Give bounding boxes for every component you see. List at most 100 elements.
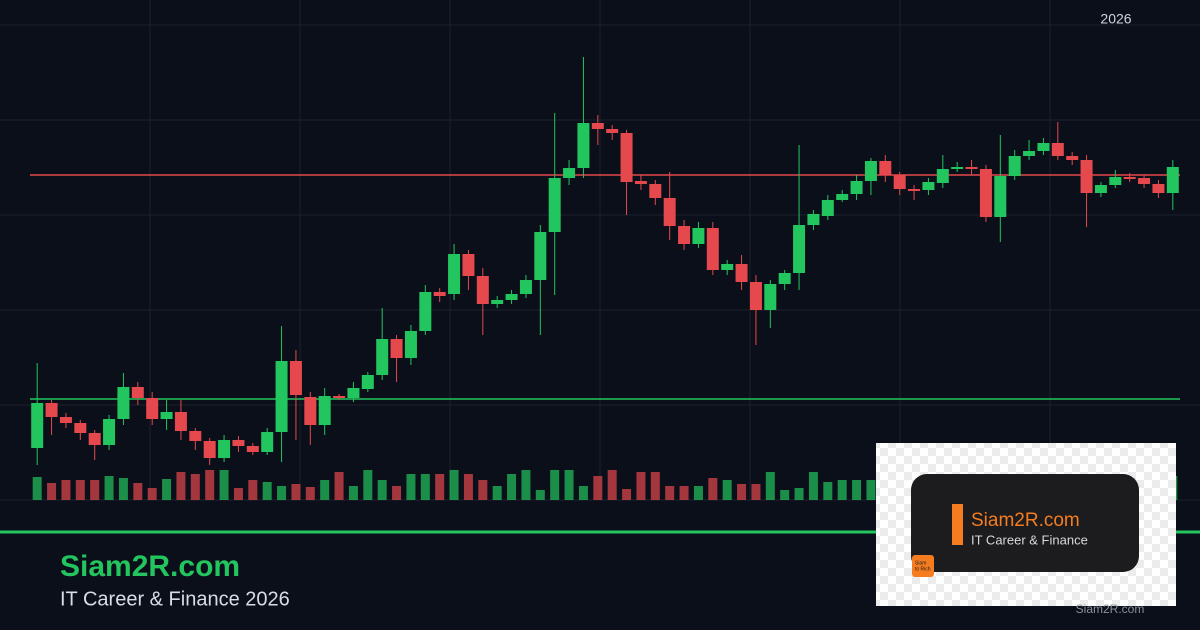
volume-bar bbox=[133, 483, 143, 500]
candle-body bbox=[275, 361, 288, 432]
candle-body bbox=[735, 264, 748, 282]
volume-bar bbox=[708, 478, 718, 500]
volume-bar bbox=[751, 484, 761, 500]
candle-body bbox=[261, 432, 274, 452]
volume-bar bbox=[392, 486, 402, 500]
candle-body bbox=[1166, 167, 1179, 193]
candle-body bbox=[821, 200, 834, 216]
candle-body bbox=[289, 361, 302, 395]
candle-body bbox=[376, 339, 389, 375]
candle-body bbox=[433, 292, 446, 296]
volume-bar bbox=[176, 472, 186, 500]
volume-bar bbox=[277, 486, 287, 500]
candle-body bbox=[117, 387, 130, 419]
candle-body bbox=[232, 440, 245, 446]
candle-body bbox=[146, 398, 159, 419]
volume-bar bbox=[578, 486, 588, 500]
candle-body bbox=[1080, 160, 1093, 193]
volume-bar bbox=[61, 480, 71, 500]
volume-bar bbox=[233, 488, 243, 500]
candle-body bbox=[908, 189, 921, 191]
volume-bar bbox=[679, 486, 689, 500]
logo-title: Siam2R.com bbox=[971, 510, 1080, 531]
candle-body bbox=[1066, 156, 1079, 160]
volume-bar bbox=[794, 488, 804, 500]
candle-body bbox=[304, 397, 317, 425]
candle-body bbox=[131, 387, 144, 398]
volume-bar bbox=[693, 486, 703, 500]
volume-bar bbox=[305, 487, 315, 500]
candle-body bbox=[879, 161, 892, 175]
volume-bar bbox=[852, 480, 862, 500]
candle-body bbox=[246, 446, 259, 452]
volume-bar bbox=[219, 470, 229, 500]
candle-body bbox=[749, 282, 762, 310]
volume-bar bbox=[47, 483, 57, 500]
candle-body bbox=[649, 184, 662, 198]
candle-body bbox=[218, 440, 231, 458]
volume-bar bbox=[535, 490, 545, 500]
volume-bar bbox=[837, 480, 847, 500]
candle-body bbox=[936, 169, 949, 183]
candle-body bbox=[563, 168, 576, 178]
volume-bar bbox=[75, 480, 85, 500]
candle-body bbox=[476, 276, 489, 304]
logo-bar bbox=[952, 504, 963, 545]
logo-subtitle: IT Career & Finance bbox=[971, 532, 1088, 547]
candle-body bbox=[1008, 156, 1021, 176]
volume-bar bbox=[808, 472, 818, 500]
candle-body bbox=[45, 403, 58, 417]
volume-bar bbox=[593, 476, 603, 500]
candle-body bbox=[994, 176, 1007, 217]
volume-bar bbox=[104, 476, 114, 500]
candle-body bbox=[965, 167, 978, 169]
brand-title: Siam2R.com bbox=[60, 550, 240, 583]
year-label: 2026 bbox=[1100, 11, 1131, 27]
volume-bar bbox=[550, 470, 560, 500]
candle-body bbox=[462, 254, 475, 276]
candle-body bbox=[692, 228, 705, 244]
volume-bar bbox=[205, 470, 215, 500]
volume-bar bbox=[650, 472, 660, 500]
volume-bar bbox=[449, 470, 459, 500]
candle-body bbox=[534, 232, 547, 280]
candle-body bbox=[160, 412, 173, 419]
volume-bar bbox=[248, 480, 258, 500]
candle-body bbox=[793, 225, 806, 273]
volume-bar bbox=[147, 488, 157, 500]
candle-body bbox=[606, 129, 619, 133]
candle-body bbox=[678, 226, 691, 244]
candle-body bbox=[174, 412, 187, 431]
volume-bar bbox=[492, 486, 502, 500]
candle-body bbox=[979, 169, 992, 217]
volume-bar bbox=[665, 486, 675, 500]
candle-body bbox=[836, 194, 849, 200]
volume-bar bbox=[420, 474, 430, 500]
volume-bar bbox=[765, 472, 775, 500]
candle-body bbox=[491, 300, 504, 304]
volume-bar bbox=[406, 474, 416, 500]
volume-bar bbox=[32, 477, 42, 500]
candle-body bbox=[1023, 151, 1036, 156]
volume-bar bbox=[348, 486, 358, 500]
candle-body bbox=[88, 433, 101, 445]
candle-body bbox=[591, 123, 604, 129]
volume-bar bbox=[190, 474, 200, 500]
candle-body bbox=[505, 294, 518, 300]
candle-body bbox=[318, 396, 331, 425]
candle-body bbox=[203, 441, 216, 458]
volume-bar bbox=[507, 474, 517, 500]
volume-bar bbox=[636, 472, 646, 500]
candle-body bbox=[59, 417, 72, 423]
candle-body bbox=[706, 228, 719, 270]
candle-body bbox=[893, 175, 906, 189]
candle-body bbox=[850, 181, 863, 194]
candle-body bbox=[807, 214, 820, 225]
candle-body bbox=[577, 123, 590, 168]
volume-bar bbox=[622, 489, 632, 500]
candle-body bbox=[951, 167, 964, 169]
candle-body bbox=[404, 331, 417, 358]
candle-body bbox=[620, 133, 633, 182]
volume-bar bbox=[377, 480, 387, 500]
candle-body bbox=[1037, 143, 1050, 151]
